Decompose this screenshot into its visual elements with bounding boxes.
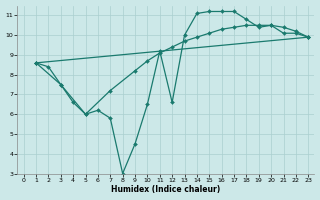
X-axis label: Humidex (Indice chaleur): Humidex (Indice chaleur)	[111, 185, 220, 194]
